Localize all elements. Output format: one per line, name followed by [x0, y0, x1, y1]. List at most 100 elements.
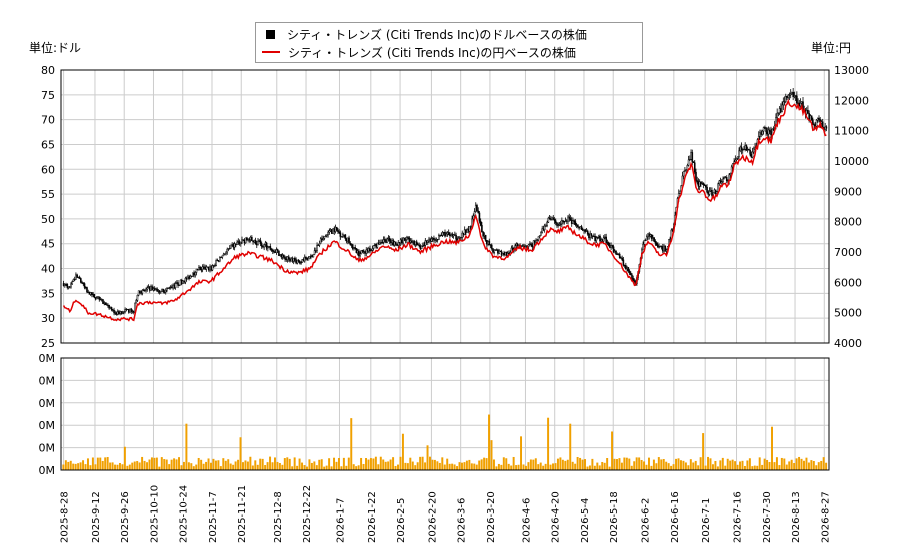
candle-body	[435, 239, 438, 241]
candle-body	[764, 127, 766, 129]
volume-panel-frame	[60, 357, 830, 471]
candle-body	[626, 267, 628, 269]
volume-bar	[608, 466, 611, 470]
volume-bar	[173, 458, 176, 470]
volume-bar	[246, 461, 249, 470]
volume-bar	[758, 457, 761, 470]
volume-bar	[517, 464, 520, 470]
candle-body	[371, 248, 374, 251]
volume-bar	[242, 462, 244, 470]
candle-body	[129, 308, 131, 313]
candle-body	[387, 237, 390, 240]
candle-body	[585, 230, 588, 232]
candle-body	[574, 221, 577, 225]
volume-bar	[768, 461, 771, 470]
candle-body	[126, 308, 129, 311]
volume-bar	[111, 462, 114, 470]
candle-body	[647, 233, 649, 238]
left-axis-unit: 単位:ドル	[29, 41, 82, 55]
volume-bar	[377, 464, 380, 470]
candle-body	[696, 180, 699, 182]
candle-body	[279, 254, 281, 256]
candle-body	[690, 152, 692, 160]
volume-bar	[350, 418, 353, 470]
candle-body	[365, 249, 368, 254]
x-tick-label: 2025-12-8	[273, 491, 284, 543]
candle-body	[188, 276, 190, 279]
candle-body	[94, 297, 97, 300]
candle-body	[468, 226, 471, 232]
candle-body	[171, 286, 173, 289]
volume-bar	[153, 457, 156, 470]
volume-bars	[62, 414, 828, 470]
candle-body	[776, 112, 778, 118]
candle-body	[246, 237, 248, 241]
volume-bar	[483, 457, 486, 470]
candle-body	[116, 311, 119, 315]
candle-body	[167, 287, 169, 289]
volume-bar	[315, 465, 318, 470]
volume-bar	[564, 460, 567, 470]
candle-body	[664, 245, 667, 252]
volume-bar	[756, 465, 759, 470]
candle-body	[184, 277, 187, 283]
candle-body	[657, 244, 659, 248]
legend-entry-jpy: シティ・トレンズ (Citi Trends Inc)の円ベースの株価	[262, 43, 576, 61]
candle-body	[407, 237, 409, 239]
candle-body	[73, 279, 76, 281]
candle-body	[705, 185, 707, 188]
volume-bar	[313, 461, 316, 470]
volume-bar	[86, 458, 89, 470]
candle-body	[257, 240, 259, 246]
volume-bar	[379, 456, 382, 470]
candle-body	[67, 286, 70, 288]
candle-body	[369, 248, 371, 252]
candle-body	[146, 287, 149, 290]
volume-bar	[576, 456, 579, 470]
candle-body	[206, 266, 209, 268]
candle-body	[725, 177, 728, 182]
candle-body	[692, 161, 695, 164]
candle-body	[294, 257, 296, 260]
candle-body	[285, 258, 288, 260]
candle-body	[525, 245, 528, 247]
candle-body	[296, 259, 299, 264]
volume-bar	[463, 462, 466, 470]
candle-body	[820, 121, 823, 124]
volume-bar	[766, 459, 769, 470]
volume-bar	[367, 459, 370, 470]
volume-bar	[793, 462, 796, 470]
candle-body	[70, 283, 72, 288]
candle-body	[220, 256, 222, 259]
candle-body	[209, 266, 211, 271]
candle-body	[360, 249, 363, 255]
volume-bar	[736, 464, 739, 470]
candle-body	[344, 234, 347, 239]
candle-body	[780, 108, 782, 112]
volume-bar	[748, 458, 751, 470]
candle-body	[302, 259, 305, 262]
candle-body	[230, 244, 232, 249]
volume-bar	[182, 461, 185, 470]
candle-body	[428, 238, 430, 242]
volume-bar	[271, 462, 274, 470]
volume-bar	[458, 462, 461, 470]
x-tick-label: 2026-7-30	[762, 491, 773, 543]
volume-bar	[505, 458, 508, 470]
candle-body	[581, 229, 584, 231]
candle-body	[339, 232, 342, 237]
candle-body	[693, 162, 696, 173]
volume-bar	[406, 463, 409, 470]
candle-body	[247, 239, 249, 241]
candle-body	[610, 245, 612, 248]
candle-body	[700, 181, 702, 184]
volume-bar	[360, 457, 363, 470]
candle-body	[502, 253, 504, 256]
candle-body	[375, 244, 377, 248]
candle-body	[420, 245, 423, 249]
candle-body	[236, 241, 238, 246]
volume-bar	[141, 456, 144, 470]
candle-body	[825, 126, 828, 129]
candle-body	[172, 284, 174, 289]
right-tick-label: 5000	[834, 307, 862, 320]
